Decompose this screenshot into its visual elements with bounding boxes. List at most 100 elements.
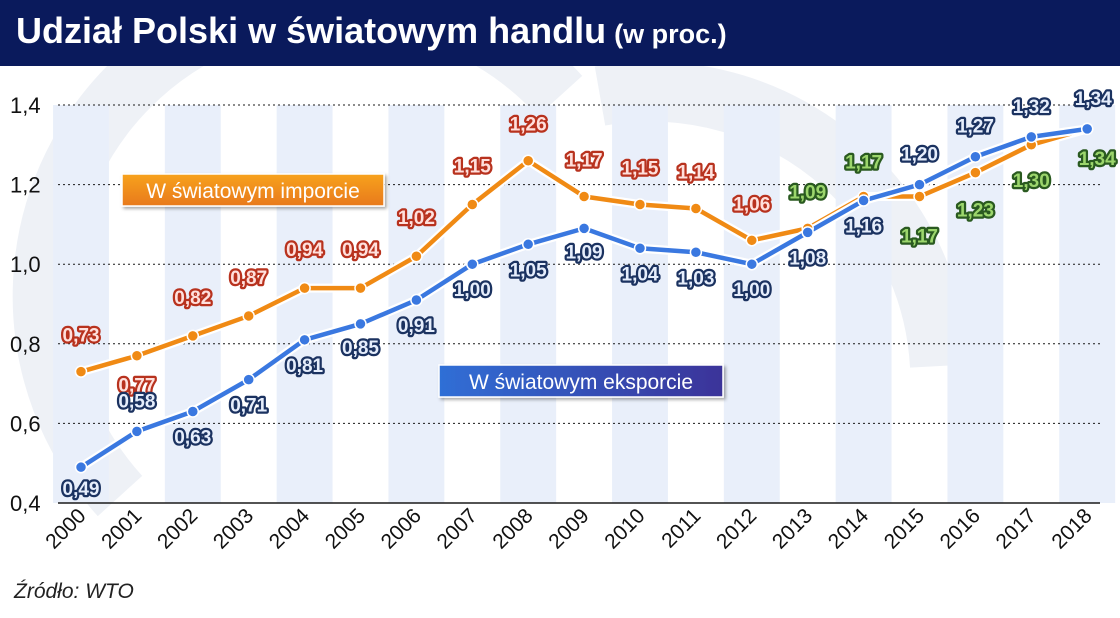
import-data-label: 1,15 bbox=[622, 159, 659, 180]
export-data-label: 1,32 bbox=[1013, 97, 1050, 118]
x-tick-label: 2001 bbox=[97, 504, 146, 553]
export-point bbox=[130, 425, 144, 438]
x-tick-label: 2007 bbox=[433, 504, 482, 553]
import-point bbox=[466, 198, 479, 211]
export-data-label: 1,20 bbox=[901, 145, 938, 166]
export-point bbox=[1025, 130, 1038, 144]
export-point bbox=[801, 226, 814, 239]
export-data-label: 1,00 bbox=[733, 280, 770, 301]
column-stripe bbox=[53, 105, 109, 503]
import-point bbox=[913, 190, 926, 203]
watermark-arc bbox=[594, 66, 970, 368]
export-data-label: 0,58 bbox=[118, 391, 155, 412]
x-tick-label: 2004 bbox=[265, 504, 315, 554]
export-point bbox=[298, 333, 311, 347]
x-tick-label: 2013 bbox=[768, 504, 817, 553]
import-legend-box bbox=[121, 173, 385, 207]
export-data-label: 0,71 bbox=[230, 396, 267, 417]
import-data-label: 0,94 bbox=[286, 240, 323, 261]
export-point bbox=[74, 460, 88, 474]
x-tick-label: 2011 bbox=[657, 504, 705, 552]
export-data-label: 1,09 bbox=[566, 242, 603, 263]
export-data-label: 1,27 bbox=[957, 117, 994, 138]
export-point bbox=[521, 238, 535, 251]
x-tick-label: 2017 bbox=[992, 504, 1041, 553]
title-group: Udział Polski w światowym handlu (w proc.… bbox=[16, 10, 727, 52]
import-point bbox=[745, 234, 759, 247]
import-point bbox=[577, 190, 591, 203]
export-point bbox=[577, 222, 591, 235]
import-point bbox=[969, 166, 982, 179]
export-data-label: 1,00 bbox=[454, 280, 491, 301]
export-data-label: 1,05 bbox=[510, 260, 547, 281]
import-point bbox=[186, 329, 200, 343]
column-stripe bbox=[164, 105, 221, 503]
export-point bbox=[410, 293, 423, 307]
x-tick-label: 2006 bbox=[377, 504, 426, 553]
export-point bbox=[857, 194, 870, 207]
y-tick-label: 0,6 bbox=[10, 411, 41, 436]
export-point bbox=[689, 246, 703, 259]
import-data-label: 1,23 bbox=[957, 201, 994, 222]
x-tick-label: 2014 bbox=[824, 504, 874, 554]
import-point bbox=[354, 281, 367, 295]
export-data-label: 0,81 bbox=[286, 356, 323, 377]
export-data-label: 1,16 bbox=[845, 217, 882, 238]
import-point bbox=[74, 365, 88, 378]
export-point bbox=[186, 405, 200, 418]
export-data-label: 1,08 bbox=[789, 248, 826, 269]
import-data-label: 0,77 bbox=[118, 376, 155, 397]
x-tick-label: 2010 bbox=[600, 504, 649, 553]
export-data-label: 0,49 bbox=[63, 479, 100, 500]
export-point bbox=[969, 150, 982, 163]
x-tick-label: 2003 bbox=[209, 504, 258, 553]
chart-title: Udział Polski w światowym handlu bbox=[16, 10, 607, 51]
import-legend-label: W światowym imporcie bbox=[146, 180, 360, 203]
x-tick-label: 2005 bbox=[321, 504, 370, 553]
chart-subtitle: (w proc.) bbox=[614, 19, 727, 49]
export-point bbox=[633, 242, 647, 255]
import-point bbox=[298, 281, 311, 295]
y-tick-label: 1,4 bbox=[10, 93, 41, 118]
import-data-label: 1,17 bbox=[566, 151, 603, 172]
import-data-label: 1,17 bbox=[845, 153, 882, 174]
import-data-label: 1,34 bbox=[1079, 149, 1116, 170]
export-point bbox=[466, 257, 479, 271]
column-stripe bbox=[612, 105, 668, 503]
import-point bbox=[130, 349, 144, 362]
y-tick-label: 1,0 bbox=[10, 252, 41, 277]
x-tick-label: 2008 bbox=[488, 504, 537, 553]
export-legend-label: W światowym eksporcie bbox=[469, 371, 693, 394]
x-tick-label: 2018 bbox=[1047, 504, 1096, 553]
export-data-label: 1,04 bbox=[622, 264, 659, 285]
import-point bbox=[410, 249, 423, 263]
export-data-label: 1,03 bbox=[677, 268, 714, 289]
import-point bbox=[242, 309, 255, 323]
import-data-label: 1,14 bbox=[677, 162, 714, 183]
export-data-label: 0,91 bbox=[398, 316, 435, 337]
export-data-label: 0,63 bbox=[174, 427, 211, 448]
x-tick-label: 2009 bbox=[544, 504, 593, 553]
export-point bbox=[242, 373, 255, 386]
import-data-label: 1,06 bbox=[733, 194, 770, 215]
export-point bbox=[913, 178, 926, 191]
column-stripe bbox=[1059, 105, 1116, 503]
x-tick-label: 2002 bbox=[153, 504, 202, 553]
import-data-label: 0,87 bbox=[230, 268, 267, 289]
export-point bbox=[354, 317, 367, 331]
export-data-label: 1,34 bbox=[1075, 89, 1112, 110]
y-tick-label: 0,4 bbox=[10, 491, 41, 516]
column-stripe bbox=[835, 105, 892, 503]
export-point bbox=[745, 257, 759, 271]
import-data-label: 1,26 bbox=[510, 115, 547, 136]
import-data-label: 1,02 bbox=[398, 208, 435, 229]
import-data-label: 0,82 bbox=[174, 288, 211, 309]
y-tick-label: 0,8 bbox=[10, 332, 41, 357]
y-tick-label: 1,2 bbox=[10, 173, 41, 198]
import-data-label: 0,73 bbox=[63, 326, 100, 347]
export-legend-box bbox=[438, 364, 724, 398]
import-data-label: 1,15 bbox=[454, 157, 491, 178]
import-data-label: 0,94 bbox=[342, 240, 379, 261]
x-tick-label: 2015 bbox=[880, 504, 929, 553]
